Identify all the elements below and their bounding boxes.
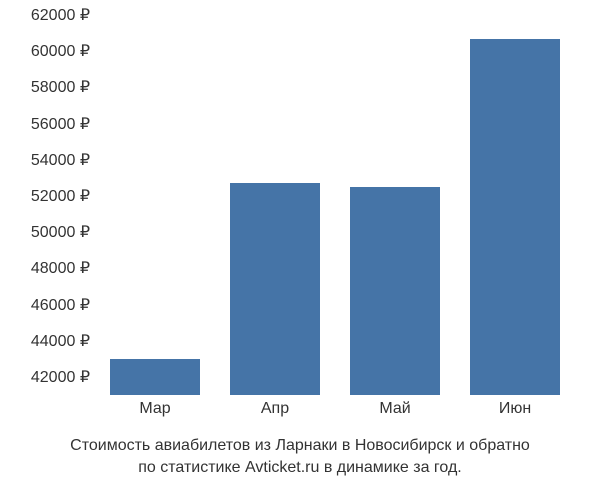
y-tick-label: 56000 ₽ xyxy=(31,114,90,134)
price-chart: Стоимость авиабилетов из Ларнаки в Новос… xyxy=(0,0,600,500)
y-tick-label: 58000 ₽ xyxy=(31,77,90,97)
caption-line-2: по статистике Avticket.ru в динамике за … xyxy=(138,459,462,476)
plot-area xyxy=(95,15,575,395)
y-tick-label: 62000 ₽ xyxy=(31,5,90,25)
y-tick-label: 44000 ₽ xyxy=(31,331,90,351)
bar xyxy=(470,39,560,395)
x-tick-label: Июн xyxy=(499,400,531,418)
y-tick-label: 54000 ₽ xyxy=(31,150,90,170)
y-tick-label: 52000 ₽ xyxy=(31,186,90,206)
y-tick-label: 60000 ₽ xyxy=(31,41,90,61)
bar xyxy=(110,359,200,395)
y-tick-label: 42000 ₽ xyxy=(31,367,90,387)
y-tick-label: 46000 ₽ xyxy=(31,295,90,315)
chart-caption: Стоимость авиабилетов из Ларнаки в Новос… xyxy=(0,435,600,480)
y-tick-label: 48000 ₽ xyxy=(31,258,90,278)
caption-line-1: Стоимость авиабилетов из Ларнаки в Новос… xyxy=(70,437,530,454)
bar xyxy=(350,187,440,395)
x-tick-label: Апр xyxy=(261,400,289,418)
y-tick-label: 50000 ₽ xyxy=(31,222,90,242)
x-tick-label: Май xyxy=(379,400,410,418)
x-tick-label: Мар xyxy=(139,400,170,418)
bar xyxy=(230,183,320,395)
